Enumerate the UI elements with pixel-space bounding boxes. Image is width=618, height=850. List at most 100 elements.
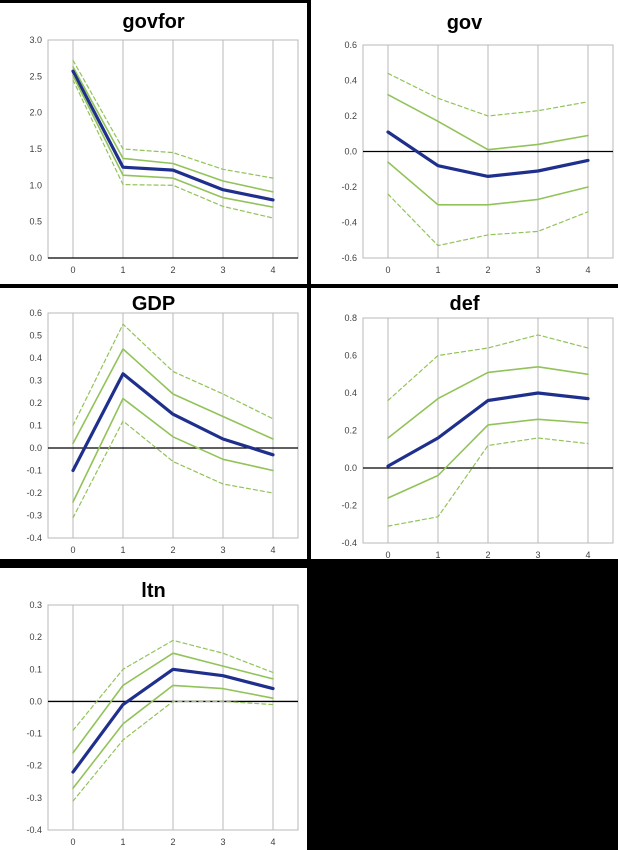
series-line-point-estimate (71, 69, 275, 202)
y-tick-label: -0.6 (341, 253, 357, 263)
y-tick-label: 0.4 (344, 76, 357, 86)
y-tick-label: 0.2 (344, 111, 357, 121)
x-tick-label: 2 (170, 545, 175, 555)
y-tick-label: 0.1 (29, 664, 42, 674)
x-tick-label: 1 (120, 837, 125, 847)
x-tick-label: 2 (485, 265, 490, 275)
chart-panel-gdp: GDP -0.4 -0.3 -0.2 -0.1 0.0 0.1 0.2 0.3 0.4 0.5 0.… (0, 288, 307, 559)
empty-panel (311, 568, 618, 850)
x-tick-label: 3 (220, 265, 225, 275)
y-tick-label: -0.3 (26, 793, 42, 803)
y-tick-label: -0.2 (341, 501, 357, 511)
chart-title: ltn (141, 580, 166, 602)
y-tick-label: 1.0 (29, 180, 42, 190)
x-tick-label: 3 (535, 265, 540, 275)
chart-panel-ltn: ltn -0.4 -0.3 -0.2 -0.1 0.0 0.1 0.2 0.3 0 1 2 3 4 (0, 568, 307, 850)
chart-svg-ltn: -0.4 -0.3 -0.2 -0.1 0.0 0.1 0.2 0.3 0 1 2 3 4 (26, 600, 299, 847)
y-tick-label: -0.4 (341, 538, 357, 548)
y-tick-label: -0.4 (26, 533, 42, 543)
series-line-lower-outer-band (387, 437, 589, 527)
y-tick-label: 0.5 (29, 331, 42, 341)
y-tick-label: 0.0 (344, 147, 357, 157)
x-tick-label: 4 (585, 550, 590, 559)
series-line-upper-outer-band (387, 334, 589, 402)
series-line-point-estimate (386, 130, 590, 178)
chart-title: def (449, 293, 480, 315)
y-tick-label: -0.3 (26, 511, 42, 521)
series-line-upper-inner-band (72, 652, 274, 754)
y-tick-label: 0.6 (29, 308, 42, 318)
y-tick-label: 0.0 (29, 443, 42, 453)
y-tick-label: 0.8 (344, 313, 357, 323)
y-tick-label: 2.5 (29, 71, 42, 81)
y-tick-label: 0.2 (29, 398, 42, 408)
series-line-upper-outer-band (72, 59, 274, 179)
series-line-lower-outer-band (387, 193, 589, 247)
chart-svg-govfor: 0.0 0.5 1.0 1.5 2.0 2.5 3.0 0 1 2 3 4 (29, 35, 299, 275)
x-tick-label: 0 (70, 545, 75, 555)
series-line-upper-inner-band (387, 93, 589, 151)
chart-title: gov (446, 12, 483, 34)
x-tick-label: 3 (220, 545, 225, 555)
y-tick-label: -0.4 (26, 825, 42, 835)
chart-svg-gov: -0.6 -0.4 -0.2 0.0 0.2 0.4 0.6 0 1 2 3 4 (341, 40, 614, 275)
y-tick-label: 0.0 (29, 696, 42, 706)
x-tick-label: 0 (70, 265, 75, 275)
x-tick-label: 2 (170, 837, 175, 847)
y-tick-label: 0.2 (344, 426, 357, 436)
y-tick-label: 0.3 (29, 376, 42, 386)
y-tick-label: 0.1 (29, 421, 42, 431)
series-line-lower-outer-band (72, 420, 274, 519)
series-line-lower-outer-band (72, 700, 274, 802)
x-tick-label: 4 (270, 265, 275, 275)
x-tick-label: 4 (270, 837, 275, 847)
y-tick-label: -0.2 (26, 761, 42, 771)
x-tick-label: 4 (585, 265, 590, 275)
chart-svg-gdp: -0.4 -0.3 -0.2 -0.1 0.0 0.1 0.2 0.3 0.4 0.5 0.6 0 1 2… (26, 308, 299, 555)
y-tick-label: 0.6 (344, 351, 357, 361)
series-line-upper-outer-band (72, 323, 274, 427)
x-tick-label: 1 (435, 550, 440, 559)
series-line-lower-outer-band (72, 79, 274, 219)
series-line-lower-inner-band (387, 418, 589, 499)
series-line-lower-inner-band (387, 161, 589, 206)
chart-svg-def: -0.4 -0.2 0.0 0.2 0.4 0.6 0.8 0 1 2 3 4 (341, 313, 614, 559)
x-tick-label: 3 (535, 550, 540, 559)
x-tick-label: 2 (485, 550, 490, 559)
y-tick-label: 0.4 (29, 353, 42, 363)
series-line-point-estimate (71, 372, 275, 473)
y-tick-label: -0.2 (341, 182, 357, 192)
x-tick-label: 1 (120, 545, 125, 555)
x-tick-label: 1 (435, 265, 440, 275)
x-tick-label: 0 (70, 837, 75, 847)
y-tick-label: -0.4 (341, 218, 357, 228)
chart-title: govfor (122, 11, 185, 33)
series-line-lower-inner-band (72, 684, 274, 789)
series-line-lower-inner-band (72, 397, 274, 503)
y-tick-label: 1.5 (29, 144, 42, 154)
y-tick-label: -0.1 (26, 466, 42, 476)
plot-frame (47, 604, 299, 831)
plot-frame (362, 317, 614, 544)
y-tick-label: -0.1 (26, 729, 42, 739)
plot-frame (47, 312, 299, 539)
x-tick-label: 2 (170, 265, 175, 275)
chart-panel-gov: gov -0.6 -0.4 -0.2 0.0 0.2 0.4 0.6 0 1 2 3 4 (311, 0, 618, 284)
y-tick-label: 3.0 (29, 35, 42, 45)
series-line-lower-inner-band (72, 74, 274, 208)
series-line-upper-inner-band (387, 366, 589, 439)
series-line-upper-outer-band (387, 72, 589, 117)
series-line-upper-inner-band (72, 348, 274, 445)
y-tick-label: 0.3 (29, 600, 42, 610)
chart-title: GDP (131, 293, 176, 315)
chart-panel-def: def -0.4 -0.2 0.0 0.2 0.4 0.6 0.8 0 1 2 3 4 (311, 288, 618, 559)
x-tick-label: 4 (270, 545, 275, 555)
y-tick-label: 0.0 (29, 253, 42, 263)
x-tick-label: 1 (120, 265, 125, 275)
x-tick-label: 0 (385, 265, 390, 275)
x-tick-label: 3 (220, 837, 225, 847)
series-line-upper-outer-band (72, 639, 274, 731)
series-line-upper-inner-band (72, 66, 274, 193)
y-tick-label: 2.0 (29, 108, 42, 118)
series-line-point-estimate (386, 391, 590, 468)
